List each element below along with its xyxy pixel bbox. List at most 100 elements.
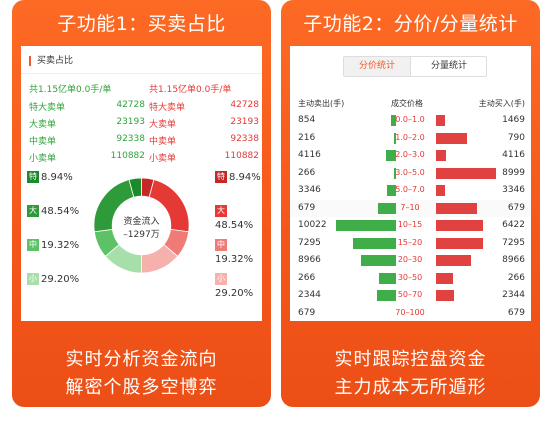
sell-bar: [353, 237, 396, 249]
sell-volume: 8966: [298, 255, 321, 265]
divider: [21, 73, 262, 74]
order-count: 92338: [230, 134, 259, 144]
legend-item: 特 8.94%: [27, 171, 73, 185]
order-count: 92338: [116, 134, 145, 144]
price-row: 7295 15–20 7295: [290, 235, 531, 252]
legend-badge: 大: [215, 205, 227, 217]
order-type-label: 小卖单: [29, 154, 57, 164]
order-type-label: 中卖单: [29, 137, 57, 147]
legend-badge: 小: [27, 273, 39, 285]
donut-value: –1297万: [123, 230, 160, 240]
sell-volume: 266: [298, 167, 316, 178]
header-price: 成交价格: [391, 99, 423, 108]
price-range: 20–30: [397, 255, 423, 264]
donut-hole: [111, 195, 172, 256]
legend-percent: 48.54%: [41, 206, 80, 217]
price-row: 679 7–10 679: [290, 199, 531, 217]
legend-percent: 8.94%: [41, 172, 73, 183]
order-count: 42728: [116, 100, 145, 110]
buy-volume: 679: [507, 307, 525, 318]
order-type-label: 大卖单: [149, 120, 177, 130]
sell-volume: 4116: [298, 150, 321, 160]
tab-price-stats[interactable]: 分价统计: [344, 57, 410, 76]
buy-bar: [436, 115, 445, 126]
header-sell: 主动卖出(手): [298, 99, 345, 108]
caption-line-2: 主力成本无所遁形: [334, 377, 487, 398]
sell-volume: 3346: [298, 185, 321, 195]
tab-volume-stats[interactable]: 分量统计: [410, 57, 487, 76]
price-row: 2344 50–70 2344: [290, 287, 531, 304]
stat-tabs: 分价统计 分量统计: [343, 56, 487, 77]
caption-line-1: 实时跟踪控盘资金: [334, 349, 487, 370]
sell-volume: 2344: [298, 290, 321, 300]
legend-item: 大48.54%: [215, 205, 262, 231]
legend-item: 中19.32%: [215, 239, 262, 265]
order-type-label: 中卖单: [149, 137, 177, 147]
sell-volume: 266: [298, 272, 316, 283]
price-row: 679 70–100 679: [290, 305, 531, 322]
sell-volume: 679: [298, 307, 316, 318]
buy-bar: [436, 220, 483, 231]
buy-bar: [436, 272, 453, 284]
sell-bar: [336, 220, 396, 231]
order-type-label: 大卖单: [29, 120, 57, 130]
buy-volume: 790: [507, 132, 525, 143]
order-type-label: 小卖单: [149, 154, 177, 164]
buy-volume: 6422: [502, 220, 525, 230]
buy-volume: 8966: [502, 255, 525, 265]
order-count: 42728: [230, 100, 259, 110]
legend-percent: 29.20%: [215, 288, 254, 299]
order-type-label: 特大卖单: [29, 103, 66, 113]
legend-badge: 小: [215, 273, 227, 285]
buy-bar: [436, 255, 471, 266]
price-row: 8966 20–30 8966: [290, 252, 531, 269]
sell-volume: 10022: [298, 220, 327, 230]
price-range: 7–10: [400, 202, 420, 212]
buy-bar: [436, 290, 454, 301]
sell-volume: 854: [298, 115, 316, 125]
buy-volume: 2344: [502, 290, 525, 300]
price-row: 854 0.0–1.0 1469: [290, 112, 531, 129]
buy-bar: [436, 185, 445, 196]
order-type-label: 特大卖单: [149, 103, 186, 113]
buy-sell-ratio-panel: 子功能1：买卖占比 买卖占比 共1.15亿单0.0手/单 共1.15亿单0.0手…: [12, 0, 271, 407]
panel-title: 子功能2：分价/分量统计: [303, 13, 518, 35]
legend-item: 小 29.20%: [215, 273, 262, 299]
sell-volume: 216: [298, 132, 316, 143]
buy-bar: [436, 167, 496, 179]
legend-badge: 中: [215, 239, 227, 251]
price-range: 3.0–5.0: [395, 167, 425, 177]
caption-line-2: 解密个股多空博弈: [65, 377, 218, 398]
price-row: 3346 5.0–7.0 3346: [290, 182, 531, 199]
price-range: 5.0–7.0: [395, 185, 425, 194]
buy-volume: 7295: [502, 237, 525, 248]
price-range: 50–70: [397, 290, 423, 299]
sell-bar: [387, 185, 396, 196]
buy-volume: 266: [507, 272, 525, 283]
sell-bar: [394, 167, 396, 179]
price-range: 0.0–1.0: [395, 115, 425, 124]
sell-bar: [378, 202, 396, 214]
sell-bar: [361, 255, 396, 266]
price-range: 2.0–3.0: [395, 150, 425, 159]
legend-percent: 29.20%: [41, 274, 80, 285]
buy-volume: 679: [507, 202, 525, 213]
buy-volume: 1469: [502, 115, 525, 125]
sell-bar: [391, 115, 396, 126]
price-range: 1.0–2.0: [395, 132, 425, 142]
buy-bar: [436, 150, 446, 161]
price-range: 10–15: [397, 220, 423, 229]
price-range: 70–100: [395, 307, 425, 317]
legend-badge: 中: [27, 239, 39, 251]
caption-line-1: 实时分析资金流向: [65, 349, 218, 370]
order-count: 110882: [224, 151, 259, 161]
price-row: 4116 2.0–3.0 4116: [290, 147, 531, 164]
order-count: 110882: [110, 151, 145, 161]
price-row: 266 30–50 266: [290, 270, 531, 287]
card-title: 买卖占比: [29, 56, 73, 66]
buy-volume: 3346: [502, 185, 525, 195]
